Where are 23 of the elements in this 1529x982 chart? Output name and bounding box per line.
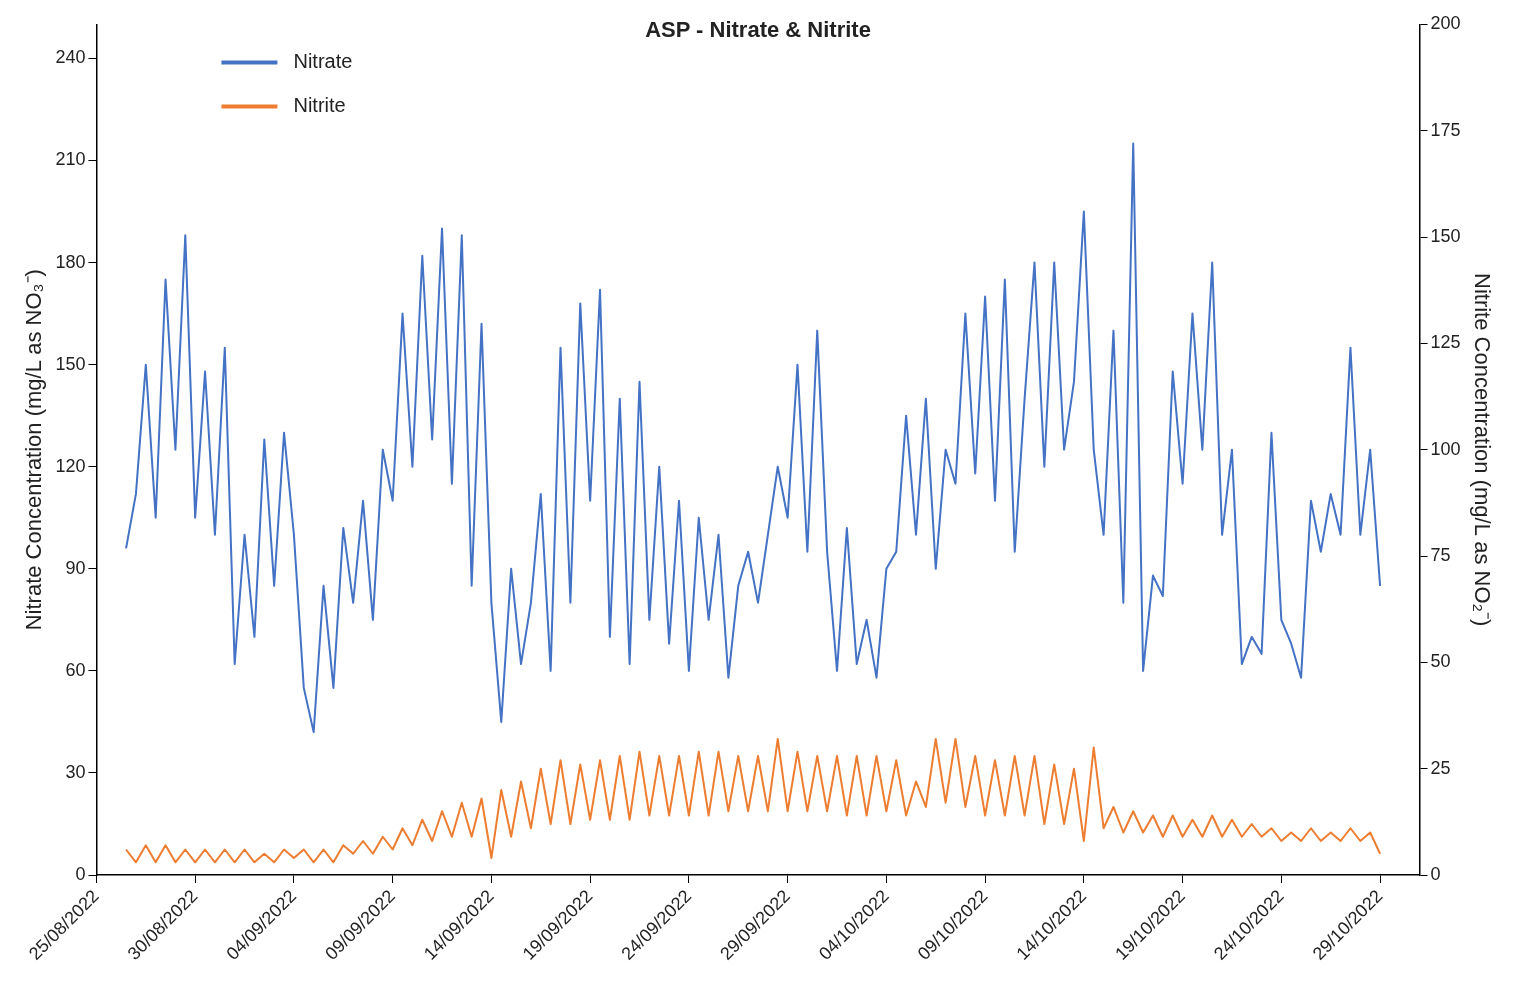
y2-tick-label: 25 <box>1430 757 1451 778</box>
chart-title: ASP - Nitrate & Nitrite <box>645 17 871 43</box>
y2-tick-label: 75 <box>1430 545 1451 566</box>
y2-axis-title: Nitrite Concentration (mg/L as NO₂⁻) <box>1469 273 1495 627</box>
y-tick-label: 210 <box>55 149 86 170</box>
y-tick-label: 30 <box>65 761 86 782</box>
y2-tick-label: 175 <box>1430 119 1461 140</box>
y2-tick-label: 50 <box>1430 651 1451 672</box>
y-tick-label: 240 <box>55 47 86 68</box>
y-axis-title: Nitrate Concentration (mg/L as NO₃⁻) <box>21 269 47 631</box>
y-tick-label: 60 <box>65 659 86 680</box>
legend-label: Nitrate <box>293 49 353 72</box>
y-tick-label: 120 <box>55 455 86 476</box>
y2-tick-label: 125 <box>1430 332 1461 353</box>
y2-tick-label: 0 <box>1430 863 1441 884</box>
y2-tick-label: 200 <box>1430 13 1461 34</box>
legend-label: Nitrite <box>293 93 346 116</box>
y2-tick-label: 150 <box>1430 226 1461 247</box>
y-tick-label: 0 <box>75 863 86 884</box>
y2-tick-label: 100 <box>1430 438 1461 459</box>
y-tick-label: 90 <box>65 557 86 578</box>
y-tick-label: 150 <box>55 353 86 374</box>
y-tick-label: 180 <box>55 251 86 272</box>
